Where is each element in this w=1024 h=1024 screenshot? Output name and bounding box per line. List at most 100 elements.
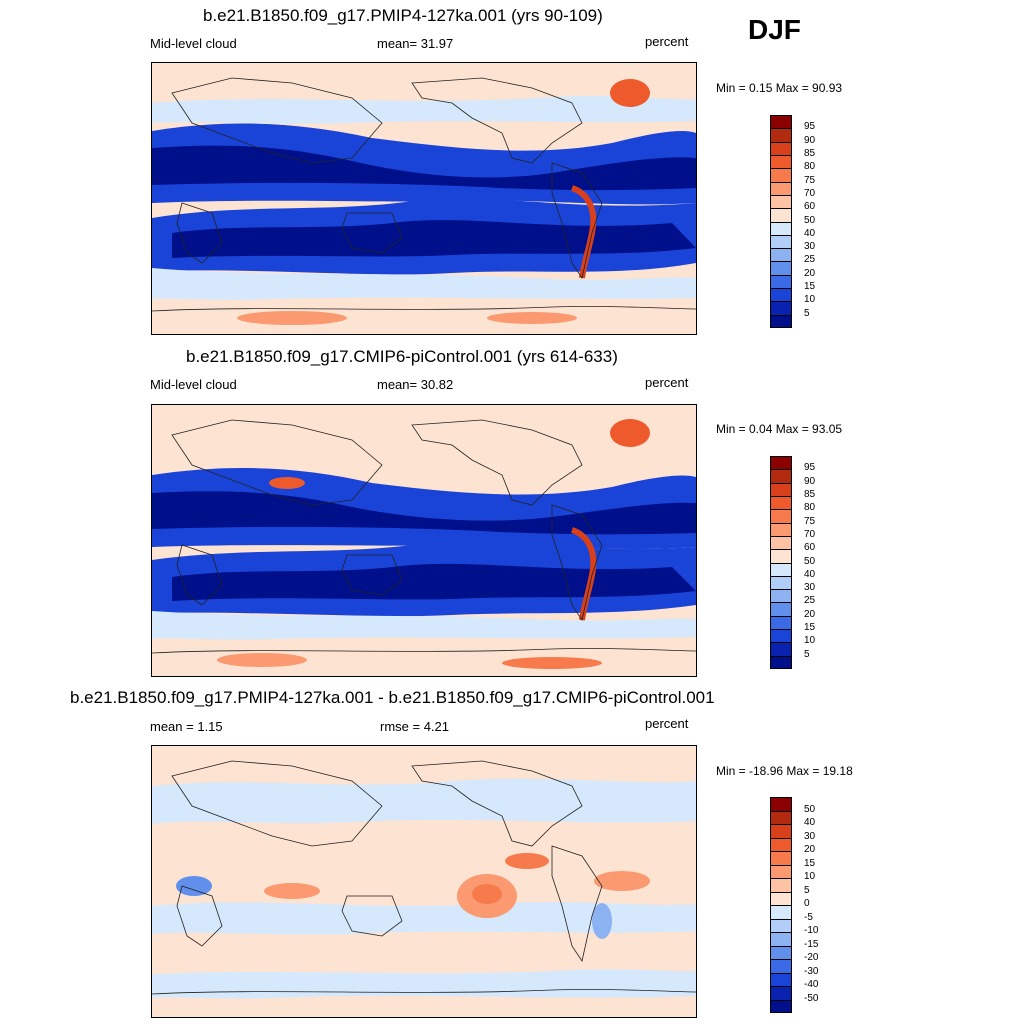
colorbar-segment [770,810,792,824]
colorbar-tick-label: 50 [804,214,816,226]
colorbar-segment [770,986,792,1000]
colorbar-tick-label: 30 [804,830,816,842]
colorbar-segment [770,797,792,811]
colorbar-tick-label: -40 [804,979,819,990]
panel1-colorbar [770,115,792,328]
colorbar-segment [770,959,792,973]
colorbar-segment [770,972,792,986]
colorbar-tick-label: 15 [804,857,816,869]
northern-light-blue-patch [152,778,696,824]
colorbar-segment [770,288,792,302]
colorbar-tick-label: -5 [804,911,813,923]
panel2-map [151,404,697,677]
panel2-colorbar [770,456,792,669]
colorbar-tick-label: 50 [804,803,816,815]
colorbar-segment [770,261,792,275]
colorbar-segment [770,824,792,838]
southern-light-blue-band [152,611,696,640]
panel2-minmax-label: Min = 0.04 Max = 93.05 [716,422,843,436]
colorbar-tick-label: 95 [804,121,816,133]
colorbar-segment [770,482,792,496]
colorbar-tick-label: -10 [804,925,819,936]
colorbar-tick-label: 50 [804,555,816,567]
colorbar-tick-label: 40 [804,568,816,580]
panel1-map [151,62,697,335]
colorbar-segment [770,194,792,209]
colorbar-segment [770,945,792,959]
colorbar-segment [770,999,792,1013]
colorbar-segment [770,629,792,643]
colorbar-tick-label: 60 [804,201,816,213]
colorbar-segment [770,905,792,919]
colorbar-tick-label: -30 [804,965,819,977]
colorbar-segment [770,864,792,878]
panel1-map-svg [152,63,696,334]
south-america-negative-patch [592,903,612,939]
colorbar-segment [770,522,792,536]
colorbar-segment [770,562,792,576]
colorbar-tick-label: 30 [804,582,816,594]
southern-ocean-high-2 [487,312,577,324]
central-america-positive-patch [505,853,549,869]
colorbar-tick-label: 25 [804,595,816,607]
colorbar-segment [770,495,792,510]
panel1-minmax-label: Min = 0.15 Max = 90.93 [716,81,843,95]
colorbar-tick-label: 60 [804,542,816,554]
colorbar-tick-label: 20 [804,267,816,279]
colorbar-segment [770,878,792,892]
colorbar-tick-label: 95 [804,462,816,474]
panel3-map [151,745,697,1018]
colorbar-tick-label: 5 [804,307,810,319]
colorbar-segment [770,509,792,523]
colorbar-tick-label: 85 [804,147,816,159]
colorbar-tick-label: -15 [804,938,819,950]
colorbar-segment [770,469,792,483]
colorbar-tick-label: 75 [804,174,816,186]
colorbar-segment [770,301,792,315]
colorbar-segment [770,535,792,550]
southern-light-blue-patch [152,902,696,935]
southern-ocean-high-1 [237,311,347,325]
colorbar-segment [770,208,792,222]
colorbar-tick-label: 20 [804,844,816,855]
colorbar-segment [770,181,792,195]
colorbar-segment [770,918,792,932]
greenland-high [610,79,650,107]
colorbar-segment [770,549,792,563]
colorbar-segment [770,168,792,182]
colorbar-segment [770,837,792,851]
panel1-mean-label: mean= 31.97 [377,36,454,51]
coastlines [152,77,696,312]
colorbar-tick-label: 90 [804,475,816,487]
southern-ocean-high-2 [502,657,602,669]
colorbar-segment [770,221,792,235]
colorbar-tick-label: -20 [804,952,819,963]
colorbar-segment [770,589,792,603]
southern-light-blue-band [152,268,696,300]
colorbar-segment [770,891,792,905]
colorbar-tick-label: 20 [804,608,816,620]
colorbar-tick-label: 10 [804,294,816,306]
colorbar-segment [770,851,792,865]
panel2-map-svg [152,405,696,676]
panel2-mean-label: mean= 30.82 [377,377,454,392]
colorbar-segment [770,575,792,590]
panel1-units-label: percent [645,34,689,49]
colorbar-segment [770,615,792,630]
colorbar-segment [770,456,792,470]
colorbar-tick-label: -50 [804,992,819,1004]
colorbar-tick-label: 10 [804,635,816,647]
tropical-core-north [152,491,696,535]
colorbar-tick-label: 80 [804,161,816,173]
colorbar-tick-label: 40 [804,817,816,828]
colorbar-segment [770,642,792,656]
colorbar-tick-label: 10 [804,871,816,882]
colorbar-tick-label: 75 [804,515,816,527]
colorbar-tick-label: 15 [804,622,816,634]
panel3-minmax-label: Min = -18.96 Max = 19.18 [716,764,853,778]
colorbar-segment [770,154,792,169]
colorbar-segment [770,314,792,328]
colorbar-tick-label: 15 [804,281,816,293]
colorbar-segment [770,932,792,946]
africa-negative-patch [176,876,212,896]
